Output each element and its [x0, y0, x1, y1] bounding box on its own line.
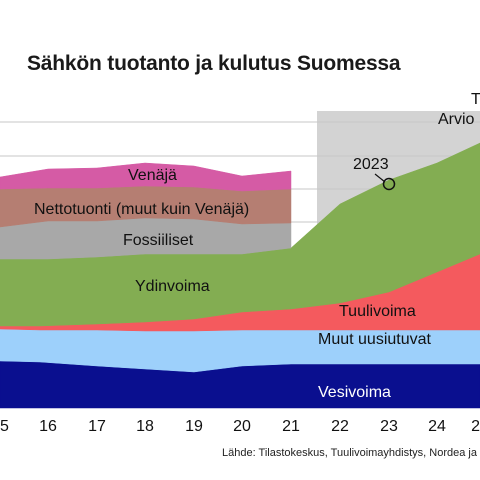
forecast-label: Arvio: [438, 111, 475, 128]
series-label: Vesivoima: [318, 384, 391, 401]
x-tick-label: 21: [282, 418, 300, 435]
x-tick-label: 2: [471, 418, 480, 435]
series-label: Nettotuonti (muut kuin Venäjä): [34, 201, 249, 218]
x-tick-label: 19: [185, 418, 203, 435]
area-vesivoima: [0, 360, 480, 409]
chart-title: Sähkön tuotanto ja kulutus Suomessa: [27, 52, 401, 75]
x-tick-label: 16: [39, 418, 57, 435]
area-series: [0, 142, 480, 409]
x-axis-ticks: 5 16 17 18 19 20 21 22 23 24 2: [0, 418, 480, 435]
series-labels: Vesivoima Muut uusiutuvat Tuulivoima Ydinvo…: [34, 167, 432, 401]
series-label: Fossiiliset: [123, 232, 194, 249]
year-marker-label: 2023: [353, 156, 389, 173]
annotations: 2023 Arvio T: [353, 91, 480, 191]
series-label: Muut uusiutuvat: [318, 331, 432, 348]
x-tick-label: 17: [88, 418, 106, 435]
x-tick-label: 5: [0, 418, 9, 435]
x-tick-label: 20: [233, 418, 251, 435]
x-tick-label: 22: [331, 418, 349, 435]
year-marker-leader: [374, 173, 386, 183]
series-label: Venäjä: [128, 167, 177, 184]
series-label: Ydinvoima: [135, 278, 210, 295]
x-tick-label: 18: [136, 418, 154, 435]
source-note: Lähde: Tilastokeskus, Tuulivoimayhdistys…: [222, 447, 478, 459]
x-tick-label: 24: [428, 418, 446, 435]
x-tick-label: 23: [380, 418, 398, 435]
forecast-label-partial: T: [471, 91, 480, 108]
year-marker-point: [382, 177, 396, 191]
area-venäjä: [0, 162, 292, 192]
series-label: Tuulivoima: [339, 303, 416, 320]
